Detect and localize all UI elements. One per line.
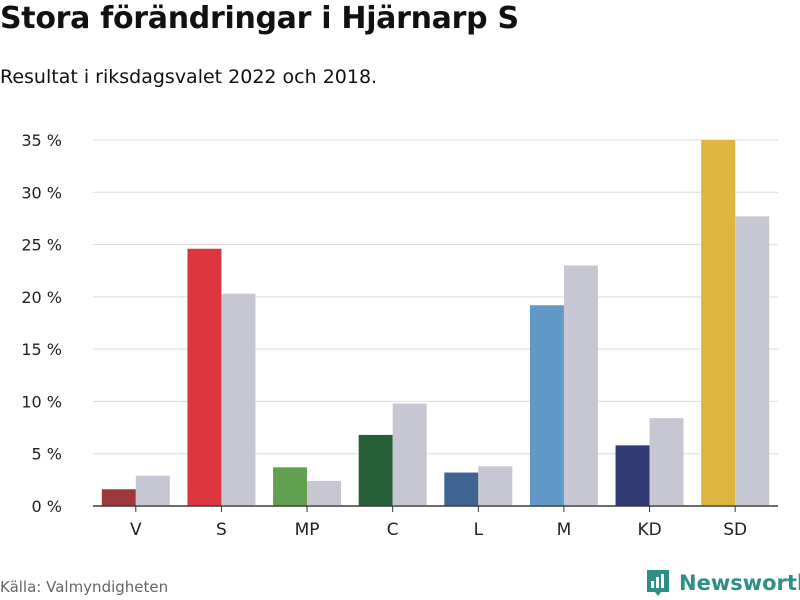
y-tick-label: 5 % [32, 445, 62, 464]
bar-sd-previous [735, 216, 770, 506]
x-axis-ticks: V S MP C L M KD SD [93, 505, 778, 540]
bar-sd-current [701, 140, 736, 506]
bars [101, 140, 770, 507]
x-tick-label: C [387, 520, 399, 540]
bar-v-previous [135, 475, 170, 506]
bar-l-current [444, 472, 479, 506]
bar-mp-previous [307, 480, 342, 506]
y-tick-label: 15 % [21, 340, 62, 359]
x-tick-label: M [557, 520, 572, 540]
x-tick-label: S [216, 520, 227, 540]
chart-title: Stora förändringar i Hjärnarp S [0, 1, 519, 36]
x-tick-label: V [130, 520, 142, 540]
bar-mp-current [273, 467, 308, 506]
brand-name: Newsworthy [679, 571, 800, 595]
bar-m-current [529, 305, 564, 506]
x-tick-label: SD [723, 520, 747, 540]
x-tick-label: L [474, 520, 484, 540]
bar-chart-logo-icon [647, 570, 669, 596]
y-tick-label: 10 % [21, 392, 62, 411]
bar-kd-previous [649, 418, 684, 506]
bar-chart: 0 % 5 % 10 % 15 % 20 % 25 % 30 % 35 % V S MP C L M KD… [21, 131, 778, 540]
bar-m-previous [563, 265, 598, 506]
bar-c-previous [392, 403, 427, 506]
chart-subtitle: Resultat i riksdagsvalet 2022 och 2018. [0, 66, 378, 88]
bar-kd-current [615, 445, 650, 506]
y-tick-label: 25 % [21, 236, 62, 255]
bar-l-previous [478, 466, 513, 506]
source-note: Källa: Valmyndigheten [0, 578, 169, 596]
y-tick-label: 35 % [21, 131, 62, 150]
bar-v-current [101, 489, 136, 506]
x-tick-label: MP [295, 520, 320, 540]
bar-s-previous [221, 293, 256, 506]
y-tick-label: 30 % [21, 183, 62, 202]
y-tick-label: 0 % [32, 497, 62, 516]
y-axis-ticks: 0 % 5 % 10 % 15 % 20 % 25 % 30 % 35 % [21, 131, 62, 516]
y-tick-label: 20 % [21, 288, 62, 307]
brand-logo: Newsworthy [645, 568, 800, 598]
x-tick-label: KD [637, 520, 661, 540]
bar-c-current [358, 434, 393, 506]
bar-s-current [187, 248, 222, 507]
